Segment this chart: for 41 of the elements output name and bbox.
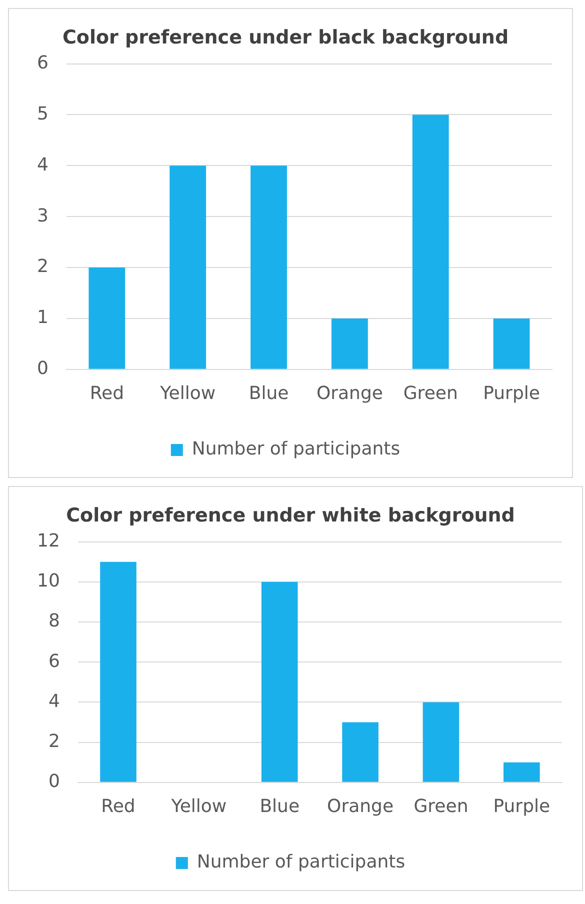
bar: [342, 722, 378, 782]
x-tick-label: Purple: [493, 796, 550, 817]
y-tick-label: 12: [37, 530, 60, 552]
x-tick-label: Orange: [316, 382, 383, 404]
y-tick-label: 0: [37, 358, 48, 380]
bar: [422, 702, 460, 782]
x-tick-label: Yellow: [170, 796, 227, 817]
y-tick-label: 4: [37, 154, 48, 176]
x-tick-label: Yellow: [159, 382, 216, 404]
chart-title: Color preference under black background: [62, 26, 509, 48]
bar: [493, 318, 530, 369]
y-tick-label: 6: [48, 650, 60, 672]
x-tick-label: Blue: [260, 796, 300, 817]
x-tick-label: Purple: [483, 382, 540, 404]
x-tick-label: Orange: [327, 796, 394, 817]
bar: [100, 562, 136, 782]
bar: [261, 582, 298, 782]
y-tick-label: 4: [48, 690, 60, 712]
bar: [504, 762, 540, 782]
legend-label: Number of participants: [196, 852, 406, 873]
y-tick-label: 10: [37, 570, 60, 592]
bar: [170, 166, 206, 369]
bar: [331, 318, 368, 369]
y-tick-label: 6: [37, 52, 48, 74]
y-tick-label: 2: [48, 730, 60, 752]
x-tick-label: Green: [414, 796, 468, 817]
x-tick-label: Red: [101, 796, 136, 817]
chart-title: Color preference under white background: [66, 504, 515, 526]
legend-label: Number of participants: [192, 438, 400, 460]
x-tick-label: Green: [403, 382, 458, 404]
y-tick-label: 5: [37, 103, 48, 124]
x-tick-label: Blue: [248, 382, 289, 404]
x-tick-label: Red: [90, 382, 124, 404]
y-tick-label: 3: [37, 205, 48, 226]
y-tick-label: 0: [48, 771, 60, 792]
y-tick-label: 1: [37, 307, 48, 328]
bar: [250, 166, 287, 369]
y-tick-label: 8: [48, 610, 60, 632]
y-tick-label: 2: [37, 256, 48, 278]
bar: [88, 268, 126, 369]
bar: [412, 114, 449, 369]
